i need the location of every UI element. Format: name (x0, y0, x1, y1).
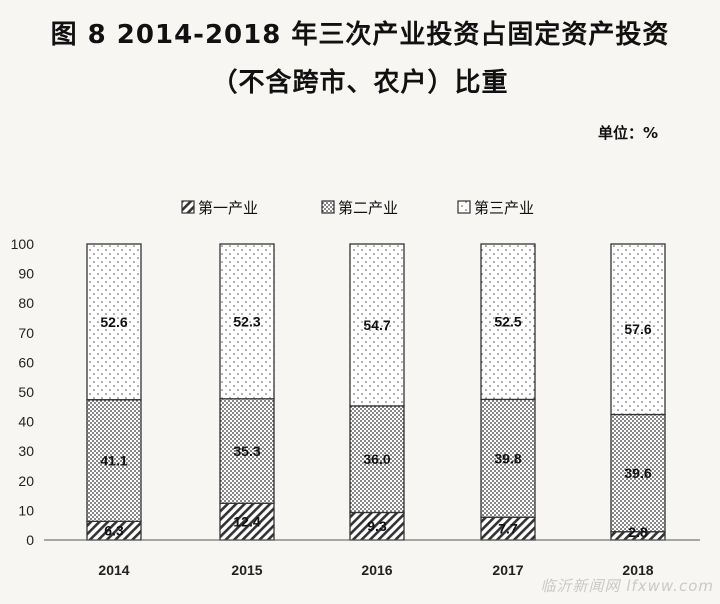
x-axis: 2014 2015 2016 2017 2018 (44, 539, 700, 578)
x-tick-label: 2016 (361, 562, 392, 578)
y-tick-label: 80 (18, 295, 34, 311)
legend-label-2: 第二产业 (338, 199, 398, 217)
legend: 第一产业 第二产业 第三产业 (181, 199, 534, 217)
bar-segment-3 (219, 243, 275, 400)
bar-segment-3 (610, 243, 666, 416)
chart-title-line-2: （不含跨市、农户）比重 (211, 68, 509, 98)
bar-segment-3 (480, 243, 536, 401)
bar-segment-2 (86, 399, 142, 523)
y-axis: 0 10 20 30 40 50 60 70 80 90 100 (11, 236, 35, 548)
data-label: 54.7 (363, 317, 390, 333)
bar-segment-2 (610, 413, 666, 533)
legend-label-1: 第一产业 (198, 199, 258, 217)
legend-swatch-2 (321, 200, 335, 214)
bar-segment-3 (349, 243, 405, 407)
data-label: 52.3 (233, 313, 260, 329)
y-tick-label: 10 (18, 502, 34, 518)
y-tick-label: 60 (18, 354, 34, 370)
data-label: 52.6 (100, 314, 127, 330)
x-tick-label: 2015 (231, 562, 262, 578)
data-label: 52.5 (494, 314, 521, 330)
data-label: 6.3 (104, 523, 124, 539)
data-labels-group: 6.3 41.1 52.6 12.4 35.3 52.3 9.3 36.0 54.7 7.7 39.… (100, 313, 651, 540)
data-label: 7.7 (498, 521, 518, 537)
watermark-text: 临沂新闻网 lfxww.com (540, 577, 714, 595)
bars-group (86, 243, 666, 541)
data-label: 2.8 (628, 524, 648, 540)
bar-segment-2 (219, 398, 275, 504)
y-tick-label: 50 (18, 384, 34, 400)
data-label: 36.0 (363, 451, 390, 467)
y-tick-label: 20 (18, 473, 34, 489)
data-label: 9.3 (367, 518, 387, 534)
bar-segment-3 (86, 243, 142, 401)
y-tick-label: 90 (18, 266, 34, 282)
y-tick-label: 100 (11, 236, 35, 252)
x-tick-label: 2014 (98, 562, 129, 578)
data-label: 39.6 (624, 465, 651, 481)
data-label: 41.1 (100, 453, 127, 469)
bar-segment-2 (349, 405, 405, 514)
y-tick-label: 30 (18, 443, 34, 459)
y-tick-label: 70 (18, 325, 34, 341)
data-label: 57.6 (624, 321, 651, 337)
data-label: 39.8 (494, 450, 521, 466)
data-label: 35.3 (233, 443, 260, 459)
legend-swatch-3 (457, 200, 471, 214)
unit-label: 单位：% (597, 124, 658, 142)
data-label: 12.4 (233, 514, 260, 530)
x-tick-label: 2017 (492, 562, 523, 578)
chart-title-line-1: 图 8 2014-2018 年三次产业投资占固定资产投资 (50, 20, 670, 50)
legend-swatch-1 (181, 200, 195, 214)
legend-label-3: 第三产业 (474, 199, 534, 217)
y-tick-label: 0 (26, 532, 34, 548)
x-tick-label: 2018 (622, 562, 653, 578)
y-tick-label: 40 (18, 414, 34, 430)
